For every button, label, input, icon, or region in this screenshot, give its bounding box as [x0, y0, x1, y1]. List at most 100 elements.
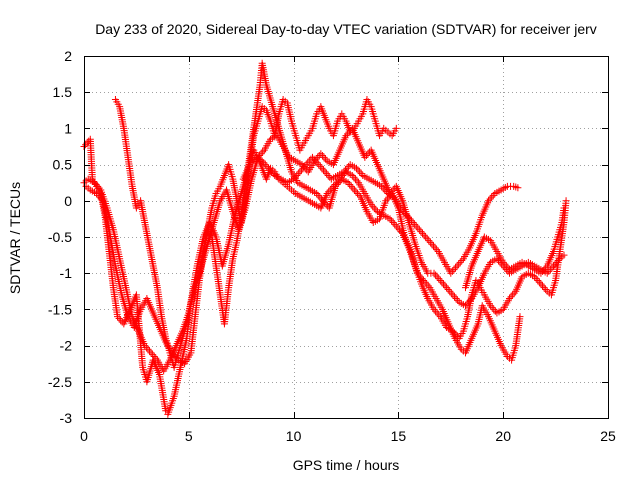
- data-point: [344, 179, 352, 187]
- chart-title: Day 233 of 2020, Sidereal Day-to-day VTE…: [95, 21, 597, 37]
- data-point: [313, 159, 321, 167]
- data-point: [433, 246, 441, 254]
- data-point: [396, 204, 404, 212]
- data-point: [542, 264, 550, 272]
- data-point: [162, 407, 170, 415]
- data-point: [420, 276, 428, 284]
- data-point: [168, 349, 176, 357]
- data-point: [301, 162, 309, 170]
- data-point: [312, 157, 320, 165]
- data-point: [397, 228, 405, 236]
- y-tick-label: -2: [60, 338, 73, 354]
- data-point: [361, 153, 369, 161]
- data-point: [318, 152, 326, 160]
- data-point: [326, 173, 334, 181]
- data-point: [454, 296, 462, 304]
- y-tick-labels: -3 -2.5 -2 -1.5 -1 -0.5 0 0.5 1 1.5 2: [48, 48, 72, 426]
- y-tick-label: -3: [60, 410, 73, 426]
- data-point: [392, 124, 400, 132]
- data-point: [560, 204, 568, 212]
- data-point: [534, 276, 542, 284]
- data-point: [537, 269, 545, 277]
- data-point: [424, 282, 432, 290]
- data-point: [452, 264, 460, 272]
- data-point: [406, 215, 414, 223]
- data-point: [171, 352, 179, 360]
- data-point: [354, 166, 362, 174]
- data-point: [412, 222, 420, 230]
- data-point: [170, 351, 178, 359]
- data-point: [291, 173, 299, 181]
- data-point: [403, 211, 411, 219]
- y-tick-label: 1: [64, 120, 72, 136]
- data-point: [293, 171, 301, 179]
- data-point: [505, 295, 513, 303]
- y-tick-label: 0: [64, 193, 72, 209]
- data-point: [97, 195, 105, 203]
- data-point: [355, 191, 363, 199]
- data-point: [562, 197, 570, 205]
- data-point: [446, 287, 454, 295]
- data-point: [299, 164, 307, 172]
- data-point: [333, 179, 341, 187]
- y-axis-title: SDTVAR / TECUs: [7, 182, 23, 294]
- data-point: [92, 181, 100, 189]
- data-point: [532, 275, 540, 283]
- data-point: [379, 184, 387, 192]
- data-point: [322, 155, 330, 163]
- data-point: [516, 313, 524, 321]
- data-point: [346, 181, 354, 189]
- data-point: [369, 202, 377, 210]
- data-point: [539, 282, 546, 290]
- data-point: [560, 251, 568, 259]
- data-point: [453, 262, 461, 270]
- data-point: [351, 175, 359, 183]
- data-point: [319, 166, 327, 174]
- data-point: [264, 164, 272, 172]
- data-point: [94, 191, 102, 199]
- data-point: [356, 168, 364, 176]
- data-point: [452, 295, 460, 303]
- data-point: [114, 313, 122, 321]
- data-point: [315, 161, 323, 169]
- series-track-4: [82, 146, 570, 368]
- data-point: [485, 197, 493, 205]
- data-point: [326, 186, 334, 194]
- x-tick-label: 15: [391, 428, 407, 444]
- data-point: [246, 161, 254, 169]
- data-point: [367, 200, 375, 208]
- x-tick-label: 25: [600, 428, 616, 444]
- data-point: [452, 331, 460, 339]
- data-point: [90, 179, 98, 187]
- data-point: [436, 276, 444, 284]
- data-point: [444, 285, 452, 293]
- data-point: [389, 219, 397, 227]
- data-point: [258, 157, 266, 165]
- data-point: [546, 266, 554, 274]
- data-point: [504, 264, 512, 272]
- data-point: [370, 204, 378, 212]
- data-point: [392, 222, 400, 230]
- data-point: [382, 188, 390, 196]
- data-point: [297, 166, 305, 174]
- data-point: [502, 262, 510, 270]
- data-point: [115, 314, 123, 322]
- data-point: [296, 168, 304, 176]
- y-tick-label: -1.5: [48, 301, 72, 317]
- data-point: [486, 195, 494, 203]
- data-point: [548, 264, 556, 272]
- data-point: [411, 220, 419, 228]
- data-point: [543, 269, 551, 277]
- data-point: [539, 267, 546, 275]
- data-point: [142, 343, 150, 351]
- data-point: [249, 157, 257, 165]
- data-point: [507, 293, 515, 301]
- data-point: [456, 258, 464, 266]
- data-point: [414, 224, 422, 232]
- data-point: [314, 191, 322, 199]
- data-point: [433, 273, 441, 281]
- data-point: [269, 170, 277, 178]
- data-point: [408, 217, 415, 225]
- data-point: [96, 193, 104, 201]
